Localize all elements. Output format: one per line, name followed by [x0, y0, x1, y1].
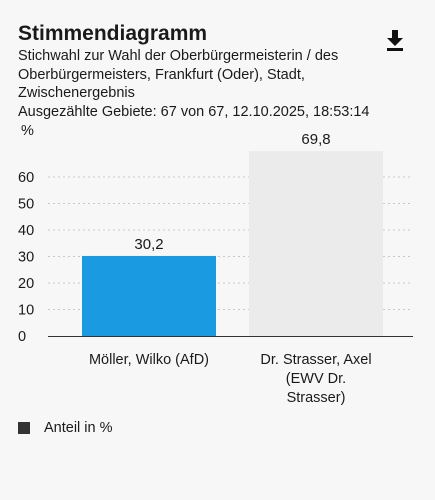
chart-title: Stimmendiagramm	[18, 22, 208, 45]
x-category-label: (EWV Dr.	[286, 371, 346, 387]
subtitle-line: Zwischenergebnis	[18, 85, 135, 101]
chart-subtitle: Stichwahl zur Wahl der Oberbürgermeister…	[18, 47, 398, 121]
download-icon	[387, 30, 403, 51]
subtitle-line: Stichwahl zur Wahl der Oberbürgermeister…	[18, 48, 339, 64]
y-tick-label: 50	[18, 197, 34, 213]
y-tick-label: 60	[18, 170, 34, 186]
y-tick-label: 40	[18, 223, 34, 239]
legend-label: Anteil in %	[44, 420, 113, 436]
legend[interactable]: Anteil in %	[18, 420, 113, 436]
y-tick-label: 30	[18, 250, 34, 266]
bar-value-label: 69,8	[301, 131, 330, 148]
bar-chart: 0 10 20 30 40 50 60 30,2 Möller, Wilko (AfD) 69,8…	[18, 131, 413, 406]
y-tick-label: 10	[18, 303, 34, 319]
x-category-label: Dr. Strasser, Axel	[260, 352, 371, 368]
download-button[interactable]	[382, 26, 408, 52]
bar	[82, 255, 216, 336]
x-category-label: Möller, Wilko (AfD)	[89, 352, 209, 368]
x-category-label: Strasser)	[287, 390, 346, 406]
subtitle-line: Ausgezählte Gebiete: 67 von 67, 12.10.20…	[18, 103, 370, 120]
bar-value-label: 30,2	[134, 236, 163, 253]
y-tick-label: 20	[18, 276, 34, 292]
y-axis-unit: %	[21, 123, 34, 139]
bar	[249, 151, 383, 336]
y-tick-label: 0	[18, 329, 26, 345]
legend-swatch	[18, 422, 30, 434]
subtitle-line: Oberbürgermeisters, Frankfurt (Oder), St…	[18, 66, 305, 83]
